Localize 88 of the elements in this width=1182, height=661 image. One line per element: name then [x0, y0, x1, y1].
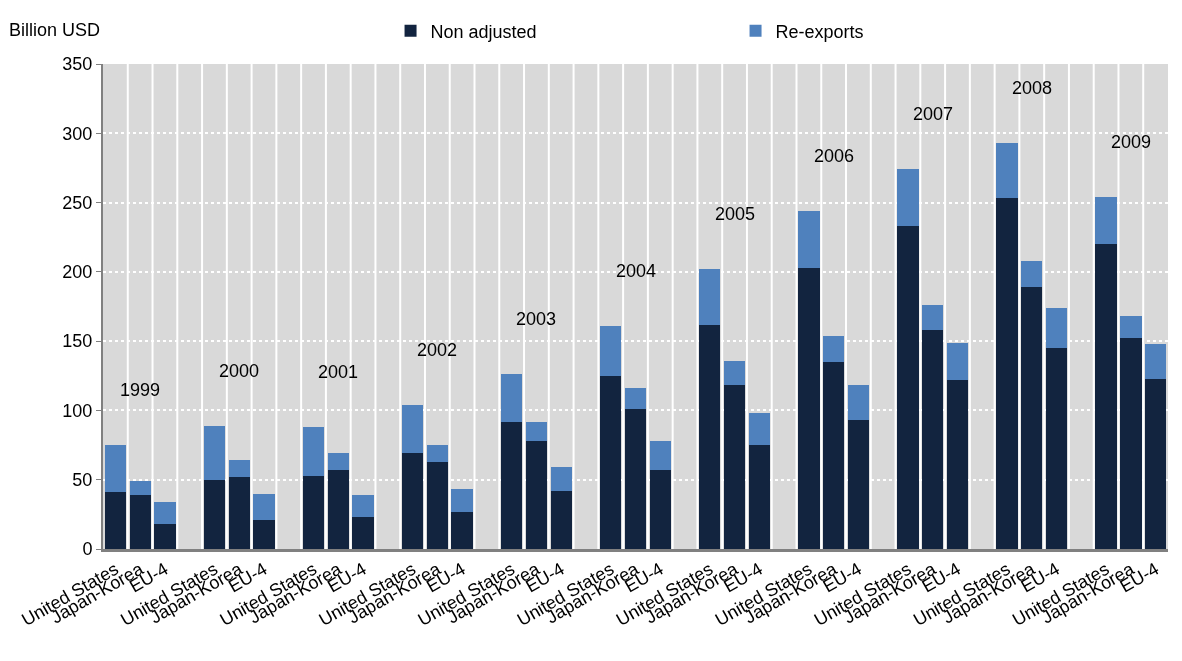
bar	[723, 385, 746, 549]
bar	[426, 445, 449, 462]
bar	[723, 360, 746, 386]
bar	[451, 511, 473, 549]
annotation: 1999	[120, 380, 161, 400]
bar	[1144, 378, 1167, 549]
bar	[1045, 348, 1068, 549]
bar	[501, 421, 523, 549]
bar	[1144, 343, 1167, 379]
bar	[1095, 197, 1117, 245]
bar	[228, 460, 250, 477]
bar	[1120, 338, 1142, 549]
bar	[228, 476, 250, 549]
annotation: 2003	[516, 309, 557, 329]
bar	[897, 226, 919, 549]
bar	[253, 519, 275, 549]
annotation: 2009	[1111, 132, 1152, 152]
bar	[822, 361, 845, 549]
annotation: 2006	[814, 146, 855, 166]
annotation: 2008	[1012, 78, 1053, 98]
bar	[154, 501, 176, 525]
bar	[699, 324, 721, 549]
bar	[1045, 307, 1068, 349]
bar	[1120, 316, 1142, 339]
bar	[253, 493, 275, 520]
bar	[922, 330, 944, 549]
bar	[550, 467, 572, 491]
bar	[203, 479, 226, 549]
bar	[600, 375, 622, 549]
y-tick-label: 0	[82, 539, 93, 560]
bar	[922, 305, 944, 331]
bar	[525, 421, 548, 441]
bar	[748, 445, 770, 549]
bar	[847, 420, 870, 549]
legend-label: Re-exports	[775, 21, 864, 42]
bar	[501, 374, 523, 422]
bar	[129, 494, 151, 549]
bar	[154, 524, 176, 549]
y-tick-label: 300	[62, 123, 93, 144]
bar	[426, 461, 449, 549]
bar	[401, 453, 424, 549]
y-tick-label: 350	[62, 54, 93, 75]
bar	[748, 413, 770, 446]
bar	[525, 440, 548, 549]
annotation: 2002	[417, 340, 458, 360]
bar	[104, 492, 127, 549]
bar	[104, 445, 127, 493]
bar	[302, 475, 325, 549]
y-axis-title: Billion USD	[9, 20, 101, 40]
bar	[1021, 287, 1043, 549]
bar	[352, 494, 374, 518]
y-tick-label: 250	[62, 192, 93, 213]
bar	[996, 142, 1018, 199]
annotation: 2005	[715, 204, 756, 224]
y-tick-label: 100	[62, 400, 93, 421]
bar	[451, 489, 473, 512]
bar	[822, 335, 845, 362]
bar	[352, 517, 374, 549]
bar	[897, 169, 919, 227]
y-tick-label: 200	[62, 262, 93, 283]
bar	[699, 269, 721, 325]
bar	[847, 385, 870, 421]
annotation: 2000	[219, 361, 260, 381]
bar	[624, 409, 647, 549]
bar	[550, 490, 572, 549]
bar	[327, 453, 349, 471]
y-tick-label: 150	[62, 331, 93, 352]
bar	[798, 210, 820, 268]
bar	[129, 481, 151, 495]
legend-label: Non adjusted	[430, 21, 537, 42]
y-tick-label: 50	[72, 470, 93, 491]
bar	[624, 388, 647, 410]
bar	[649, 440, 671, 471]
bar	[302, 427, 325, 476]
bar	[946, 342, 969, 380]
bar	[1095, 244, 1117, 549]
bar	[1021, 260, 1043, 288]
annotation: 2004	[616, 261, 657, 281]
bar	[798, 267, 820, 549]
bar	[401, 404, 424, 454]
bar	[203, 425, 226, 480]
bar	[946, 379, 969, 549]
bar	[996, 198, 1018, 549]
annotation: 2007	[913, 104, 954, 124]
bar	[600, 325, 622, 376]
annotation: 2001	[318, 362, 359, 382]
bar	[649, 470, 671, 549]
bar	[327, 470, 349, 549]
